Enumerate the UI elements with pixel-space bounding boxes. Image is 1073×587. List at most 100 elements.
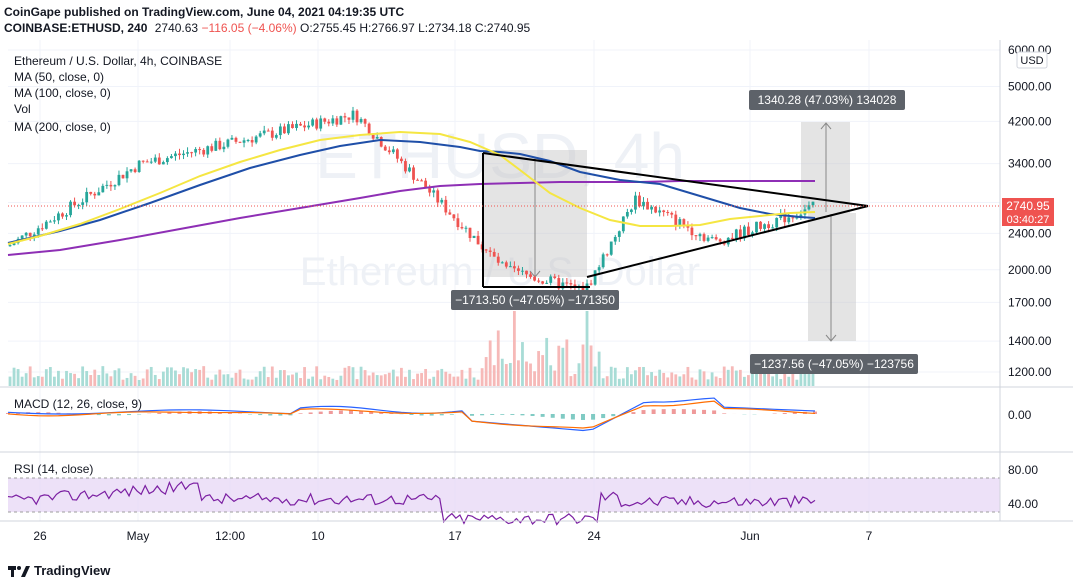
volume-bar	[238, 369, 242, 386]
candle-body	[448, 212, 452, 215]
time-tick-label: 26	[33, 529, 47, 543]
candle-body	[258, 133, 262, 137]
volume-bar	[347, 366, 351, 386]
macd-histogram-bar	[359, 410, 364, 414]
volume-bar	[456, 376, 460, 386]
volume-bar	[609, 366, 613, 386]
candle-body	[282, 126, 286, 134]
candle-body	[730, 237, 734, 239]
candle-body	[8, 245, 12, 247]
volume-bar	[710, 372, 714, 386]
publisher-line: CoinGape published on TradingView.com, J…	[4, 5, 405, 19]
volume-bar	[137, 379, 141, 386]
macd-histogram-bar	[298, 413, 303, 414]
candle-body	[807, 205, 811, 210]
macd-pane	[6, 397, 817, 432]
candle-body	[436, 190, 440, 203]
macd-axis-tick: 0.00	[1008, 408, 1032, 422]
candle-body	[484, 249, 488, 251]
macd-histogram-bar	[389, 413, 394, 414]
volume-bar	[561, 347, 565, 386]
candle-body	[400, 158, 403, 162]
volume-bar	[613, 367, 617, 386]
volume-bar	[496, 330, 500, 386]
time-tick-label: 10	[311, 529, 325, 543]
ma200-line	[7, 180, 815, 256]
macd-histogram-bar	[540, 414, 545, 417]
volume-bar	[404, 376, 407, 386]
volume-bar	[694, 379, 698, 386]
candle-body	[617, 231, 621, 237]
tradingview-logo-icon	[8, 565, 30, 577]
volume-bar	[81, 366, 85, 386]
macd-histogram-bar	[338, 410, 343, 414]
time-tick-label: Jun	[740, 529, 759, 543]
volume-bar	[690, 377, 694, 386]
price-tick-label: 1700.00	[1008, 295, 1052, 309]
volume-bar	[593, 366, 597, 386]
volume-bar	[634, 370, 637, 386]
volume-bar	[706, 379, 710, 386]
volume-bar	[484, 357, 488, 386]
candle-body	[170, 156, 173, 159]
volume-bar	[109, 376, 113, 386]
legend-rsi: RSI (14, close)	[14, 462, 93, 476]
rsi-line	[7, 480, 816, 526]
macd-histogram-bar	[429, 414, 434, 416]
volume-bar	[170, 367, 173, 386]
candle-body	[694, 235, 698, 237]
candle-body	[303, 125, 306, 128]
volume-bar	[799, 368, 803, 386]
chart-header: CoinGape published on TradingView.com, J…	[4, 4, 530, 36]
candle-body	[69, 201, 72, 216]
candle-body	[601, 254, 605, 268]
candle-body	[242, 140, 246, 143]
candle-body	[355, 110, 359, 123]
legend-ma50: MA (50, close, 0)	[14, 70, 104, 84]
volume-bar	[654, 375, 658, 386]
volume-bar	[226, 374, 230, 386]
candle-body	[109, 184, 113, 187]
candle-body	[363, 119, 367, 124]
candle-body	[650, 206, 653, 210]
volume-bar	[16, 369, 20, 386]
volume-bar	[323, 375, 327, 386]
candle-body	[121, 174, 125, 179]
volume-bar	[343, 367, 347, 386]
rsi-band	[8, 478, 1000, 512]
candle-body	[198, 149, 202, 151]
volume-bar	[767, 371, 770, 386]
candle-body	[186, 152, 189, 154]
measure-down-left-label-bg	[451, 290, 619, 310]
volume-bar	[670, 372, 674, 386]
volume-bar	[621, 378, 625, 386]
volume-bar	[355, 379, 359, 386]
candle-body	[634, 195, 637, 210]
candle-body	[569, 283, 573, 285]
candle-body	[529, 274, 532, 277]
volume-bar	[371, 372, 375, 386]
macd-histogram-bar	[278, 414, 283, 416]
candle-body	[97, 192, 101, 196]
volume-bar	[214, 374, 218, 386]
candle-body	[492, 251, 496, 257]
macd-histogram-bar	[348, 410, 353, 414]
volume-bar	[141, 378, 145, 386]
candle-body	[488, 250, 492, 252]
candle-body	[89, 191, 93, 194]
candle-body	[759, 221, 762, 229]
volume-bar	[77, 378, 81, 386]
volume-bar	[666, 377, 670, 386]
volume-bar	[85, 371, 89, 386]
price-tick-label: 4200.00	[1008, 114, 1052, 128]
volume-bar	[210, 379, 214, 386]
macd-histogram-bar	[570, 414, 575, 420]
volume-bar	[218, 369, 222, 386]
candle-body	[133, 169, 137, 173]
measure-down-right-label-bg	[750, 354, 918, 374]
volume-bar	[775, 373, 779, 386]
candle-body	[270, 130, 274, 138]
volume-bar	[436, 370, 440, 386]
macd-histogram-bar	[268, 414, 273, 416]
volume-bar	[230, 377, 234, 386]
